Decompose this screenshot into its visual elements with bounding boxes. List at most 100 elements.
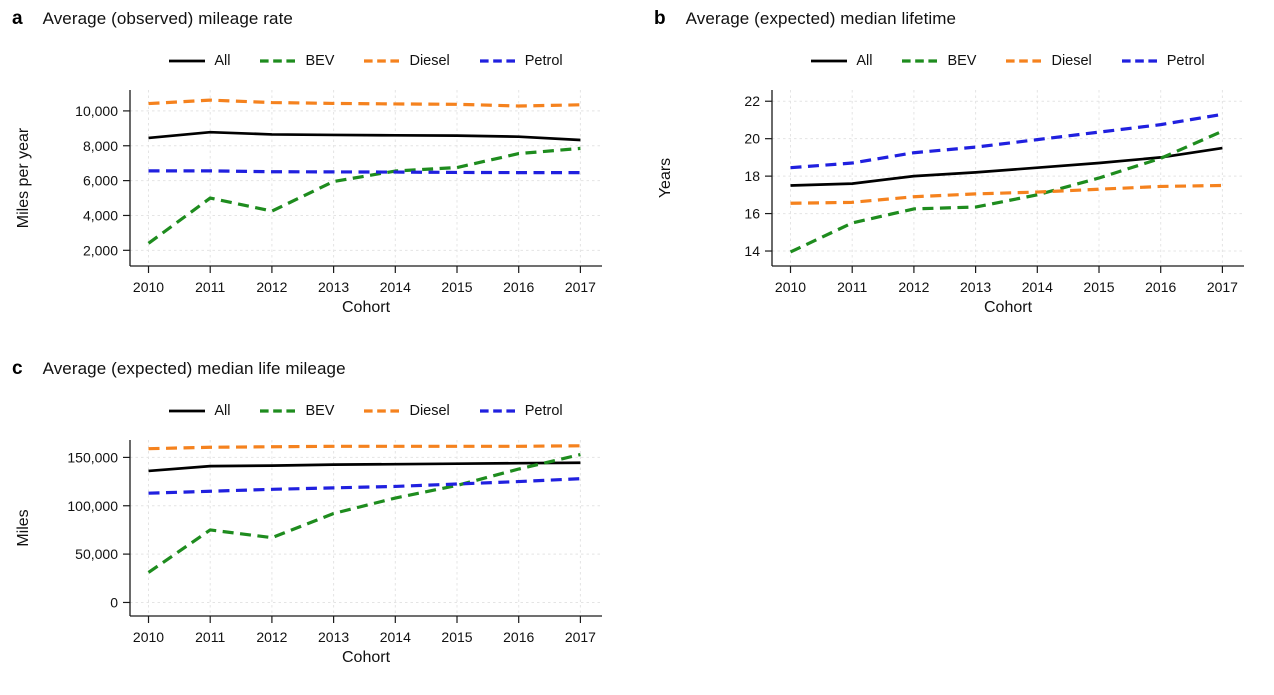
panel-b-title: Average (expected) median lifetime	[685, 9, 957, 28]
legend-label-all: All	[856, 53, 873, 69]
x-tick-label: 2016	[503, 279, 534, 295]
x-axis-title: Cohort	[342, 299, 391, 316]
series-line-petrol	[148, 169, 581, 175]
legend-swatch-diesel-line-icon	[364, 59, 401, 63]
panel-b: b Average (expected) median lifetime All…	[654, 8, 1274, 318]
panel-b-legend: All BEV Diesel Petrol	[772, 50, 1244, 72]
y-tick-label: 20	[744, 131, 760, 147]
y-tick-label: 2,000	[83, 242, 118, 258]
legend-swatch-all-line-icon	[169, 59, 206, 63]
y-tick-label: 0	[110, 594, 118, 610]
legend-item-all: All	[811, 53, 872, 69]
legend-label-bev: BEV	[305, 53, 335, 69]
legend-label-all: All	[214, 53, 231, 69]
series-line-all	[790, 146, 1223, 187]
legend-label-diesel: Diesel	[409, 53, 450, 69]
y-tick-label: 16	[744, 206, 760, 222]
series-line-all	[148, 461, 581, 473]
legend-swatch-all-line-icon	[811, 59, 848, 63]
x-tick-label: 2013	[960, 279, 991, 295]
legend-label-bev: BEV	[947, 53, 977, 69]
legend-item-diesel: Diesel	[1006, 53, 1092, 69]
y-tick-label: 50,000	[75, 546, 118, 562]
y-tick-label: 6,000	[83, 173, 118, 189]
panel-b-plot: 14 16 18 20 22 2010 2011 2012 2013 2014 2015 2016 20…	[657, 90, 1244, 316]
x-tick-label: 2011	[195, 629, 225, 645]
legend-swatch-diesel-line-icon	[364, 409, 401, 413]
x-tick-label: 2011	[195, 279, 225, 295]
x-tick-label: 2014	[380, 629, 411, 645]
series-line-petrol	[790, 112, 1223, 170]
x-tick-label: 2013	[318, 279, 349, 295]
legend-item-petrol: Petrol	[479, 403, 563, 419]
series-line-petrol	[148, 477, 581, 495]
legend-swatch-petrol-line-icon	[1121, 59, 1158, 63]
legend-item-all: All	[169, 53, 230, 69]
legend-swatch-petrol-line-icon	[479, 59, 516, 63]
x-tick-label: 2017	[1207, 279, 1238, 295]
legend-label-diesel: Diesel	[1051, 53, 1092, 69]
panel-c-plot: 0 50,000 100,000 150,000 2010 2011 2012 2013 201…	[15, 440, 602, 666]
x-tick-label: 2014	[1022, 279, 1053, 295]
x-tick-label: 2010	[133, 279, 164, 295]
x-tick-label: 2015	[441, 279, 472, 295]
x-axis-title: Cohort	[342, 649, 391, 666]
legend-label-petrol: Petrol	[524, 53, 563, 69]
series-line-diesel	[148, 444, 581, 451]
legend-swatch-bev-line-icon	[260, 409, 297, 413]
y-tick-label: 150,000	[67, 449, 118, 465]
panel-a-letter: a	[12, 8, 23, 29]
panel-c-header: c Average (expected) median life mileage	[12, 358, 632, 380]
y-tick-label: 100,000	[67, 498, 118, 514]
series-line-bev	[147, 146, 581, 245]
legend-swatch-bev-line-icon	[902, 59, 939, 63]
x-tick-label: 2015	[1083, 279, 1114, 295]
x-tick-label: 2012	[898, 279, 929, 295]
x-tick-label: 2017	[565, 629, 596, 645]
x-tick-label: 2016	[503, 629, 534, 645]
panel-a-title: Average (observed) mileage rate	[42, 9, 293, 28]
legend-item-bev: BEV	[260, 53, 334, 69]
panel-b-letter: b	[654, 8, 666, 29]
series-line-all	[148, 130, 581, 142]
y-axis-title: Years	[657, 158, 674, 198]
y-tick-label: 22	[744, 93, 760, 109]
panel-c-legend: All BEV Diesel Petrol	[130, 400, 602, 422]
y-tick-label: 10,000	[75, 103, 118, 119]
legend-label-petrol: Petrol	[1166, 53, 1205, 69]
legend-swatch-diesel-line-icon	[1006, 59, 1043, 63]
panel-c-letter: c	[12, 358, 23, 379]
x-tick-label: 2010	[775, 279, 806, 295]
y-axis-title: Miles per year	[15, 127, 32, 228]
legend-label-petrol: Petrol	[524, 403, 563, 419]
y-tick-label: 8,000	[83, 138, 118, 154]
x-axis-title: Cohort	[984, 299, 1033, 316]
legend-item-all: All	[169, 403, 230, 419]
legend-swatch-all-line-icon	[169, 409, 206, 413]
x-tick-label: 2012	[256, 279, 287, 295]
y-tick-label: 14	[744, 243, 760, 259]
x-tick-label: 2016	[1145, 279, 1176, 295]
y-tick-label: 4,000	[83, 207, 118, 223]
x-tick-label: 2015	[441, 629, 472, 645]
x-tick-label: 2013	[318, 629, 349, 645]
legend-label-diesel: Diesel	[409, 403, 450, 419]
panel-b-header: b Average (expected) median lifetime	[654, 8, 1274, 30]
legend-label-bev: BEV	[305, 403, 335, 419]
legend-item-diesel: Diesel	[364, 53, 450, 69]
panel-c: c Average (expected) median life mileage…	[12, 358, 632, 668]
series-line-bev	[789, 129, 1224, 254]
legend-item-diesel: Diesel	[364, 403, 450, 419]
legend-item-petrol: Petrol	[1121, 53, 1205, 69]
y-axis-title: Miles	[15, 509, 32, 546]
x-tick-label: 2012	[256, 629, 287, 645]
series-line-bev	[147, 452, 581, 574]
x-tick-label: 2017	[565, 279, 596, 295]
y-tick-label: 18	[744, 168, 760, 184]
panel-a: a Average (observed) mileage rate All BEV…	[12, 8, 632, 318]
panel-a-header: a Average (observed) mileage rate	[12, 8, 632, 30]
legend-item-bev: BEV	[902, 53, 976, 69]
panel-a-plot: 2,000 4,000 6,000 8,000 10,000 2010 2011 2012 20…	[15, 90, 602, 316]
legend-item-bev: BEV	[260, 403, 334, 419]
